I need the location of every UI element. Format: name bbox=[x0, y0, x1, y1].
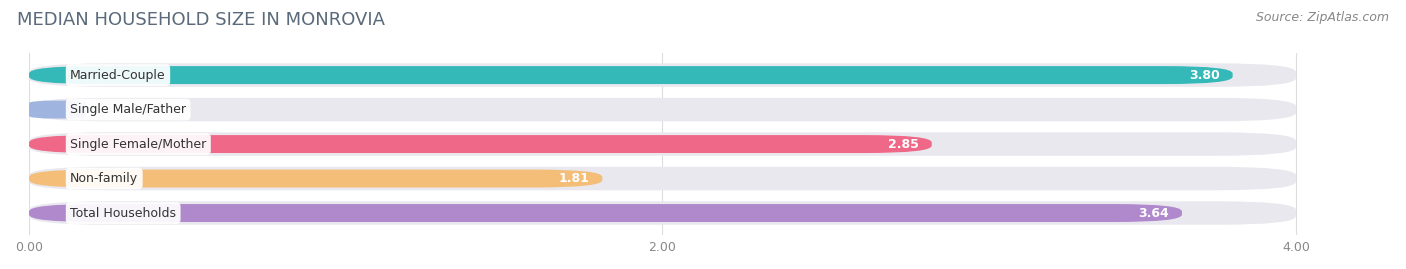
Text: Total Households: Total Households bbox=[70, 207, 176, 220]
FancyBboxPatch shape bbox=[30, 169, 602, 187]
Text: Married-Couple: Married-Couple bbox=[70, 69, 166, 82]
Text: Single Male/Father: Single Male/Father bbox=[70, 103, 186, 116]
FancyBboxPatch shape bbox=[30, 66, 1233, 84]
FancyBboxPatch shape bbox=[30, 132, 1296, 156]
FancyBboxPatch shape bbox=[30, 98, 1296, 121]
Text: 2.85: 2.85 bbox=[889, 137, 920, 151]
Text: Single Female/Mother: Single Female/Mother bbox=[70, 137, 207, 151]
Text: Source: ZipAtlas.com: Source: ZipAtlas.com bbox=[1256, 11, 1389, 24]
Text: 3.64: 3.64 bbox=[1139, 207, 1170, 220]
Text: 3.80: 3.80 bbox=[1189, 69, 1220, 82]
FancyBboxPatch shape bbox=[30, 63, 1296, 87]
FancyBboxPatch shape bbox=[30, 167, 1296, 190]
FancyBboxPatch shape bbox=[30, 135, 932, 153]
FancyBboxPatch shape bbox=[30, 201, 1296, 225]
Text: Non-family: Non-family bbox=[70, 172, 138, 185]
FancyBboxPatch shape bbox=[30, 204, 1182, 222]
FancyBboxPatch shape bbox=[30, 101, 86, 119]
Text: MEDIAN HOUSEHOLD SIZE IN MONROVIA: MEDIAN HOUSEHOLD SIZE IN MONROVIA bbox=[17, 11, 385, 29]
Text: 0.00: 0.00 bbox=[131, 103, 159, 116]
Text: 1.81: 1.81 bbox=[558, 172, 589, 185]
